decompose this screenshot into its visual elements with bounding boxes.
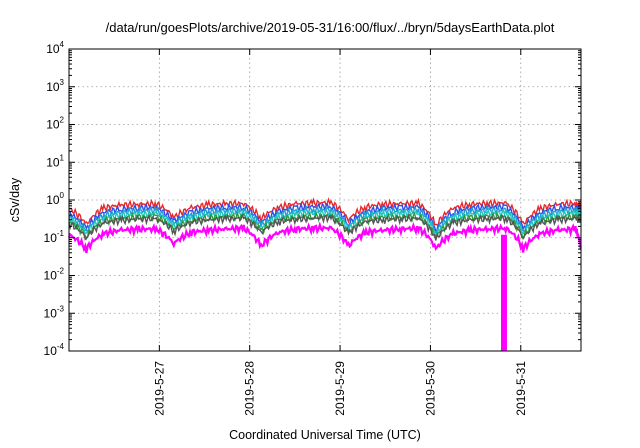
y-tick-label: 101 bbox=[46, 153, 64, 169]
x-tick-label: 2019-5-31 bbox=[514, 361, 528, 416]
dropout-layer bbox=[501, 234, 507, 351]
x-tick-label: 2019-5-27 bbox=[152, 361, 166, 416]
x-axis: 2019-5-27 2019-5-28 2019-5-29 2019-5-30 2019… bbox=[152, 49, 528, 416]
y-tick-label: 103 bbox=[46, 78, 64, 94]
series-layer bbox=[67, 197, 582, 254]
y-tick-label: 10-1 bbox=[44, 229, 65, 245]
x-tick-label: 2019-5-30 bbox=[423, 361, 437, 416]
grid bbox=[69, 49, 581, 351]
series-line bbox=[68, 207, 582, 239]
y-tick-label: 10-4 bbox=[44, 342, 65, 358]
y-tick-label: 102 bbox=[46, 116, 64, 132]
x-tick-label: 2019-5-29 bbox=[333, 361, 347, 416]
x-axis-label: Coordinated Universal Time (UTC) bbox=[229, 428, 421, 442]
y-axis-label: cSv/day bbox=[8, 177, 22, 222]
y-tick-label: 10-3 bbox=[44, 304, 65, 320]
chart-title: /data/run/goesPlots/archive/2019-05-31/1… bbox=[106, 20, 555, 35]
dropout-bar bbox=[501, 234, 507, 351]
x-tick-label: 2019-5-28 bbox=[243, 361, 257, 416]
y-tick-label: 100 bbox=[46, 191, 64, 207]
y-tick-label: 104 bbox=[46, 40, 64, 56]
series-line bbox=[68, 212, 582, 241]
y-axis: 10-4 10-3 10-2 10-1 100 101 102 103 104 bbox=[44, 40, 581, 358]
series-line bbox=[67, 221, 582, 254]
y-tick-label: 10-2 bbox=[44, 267, 65, 283]
